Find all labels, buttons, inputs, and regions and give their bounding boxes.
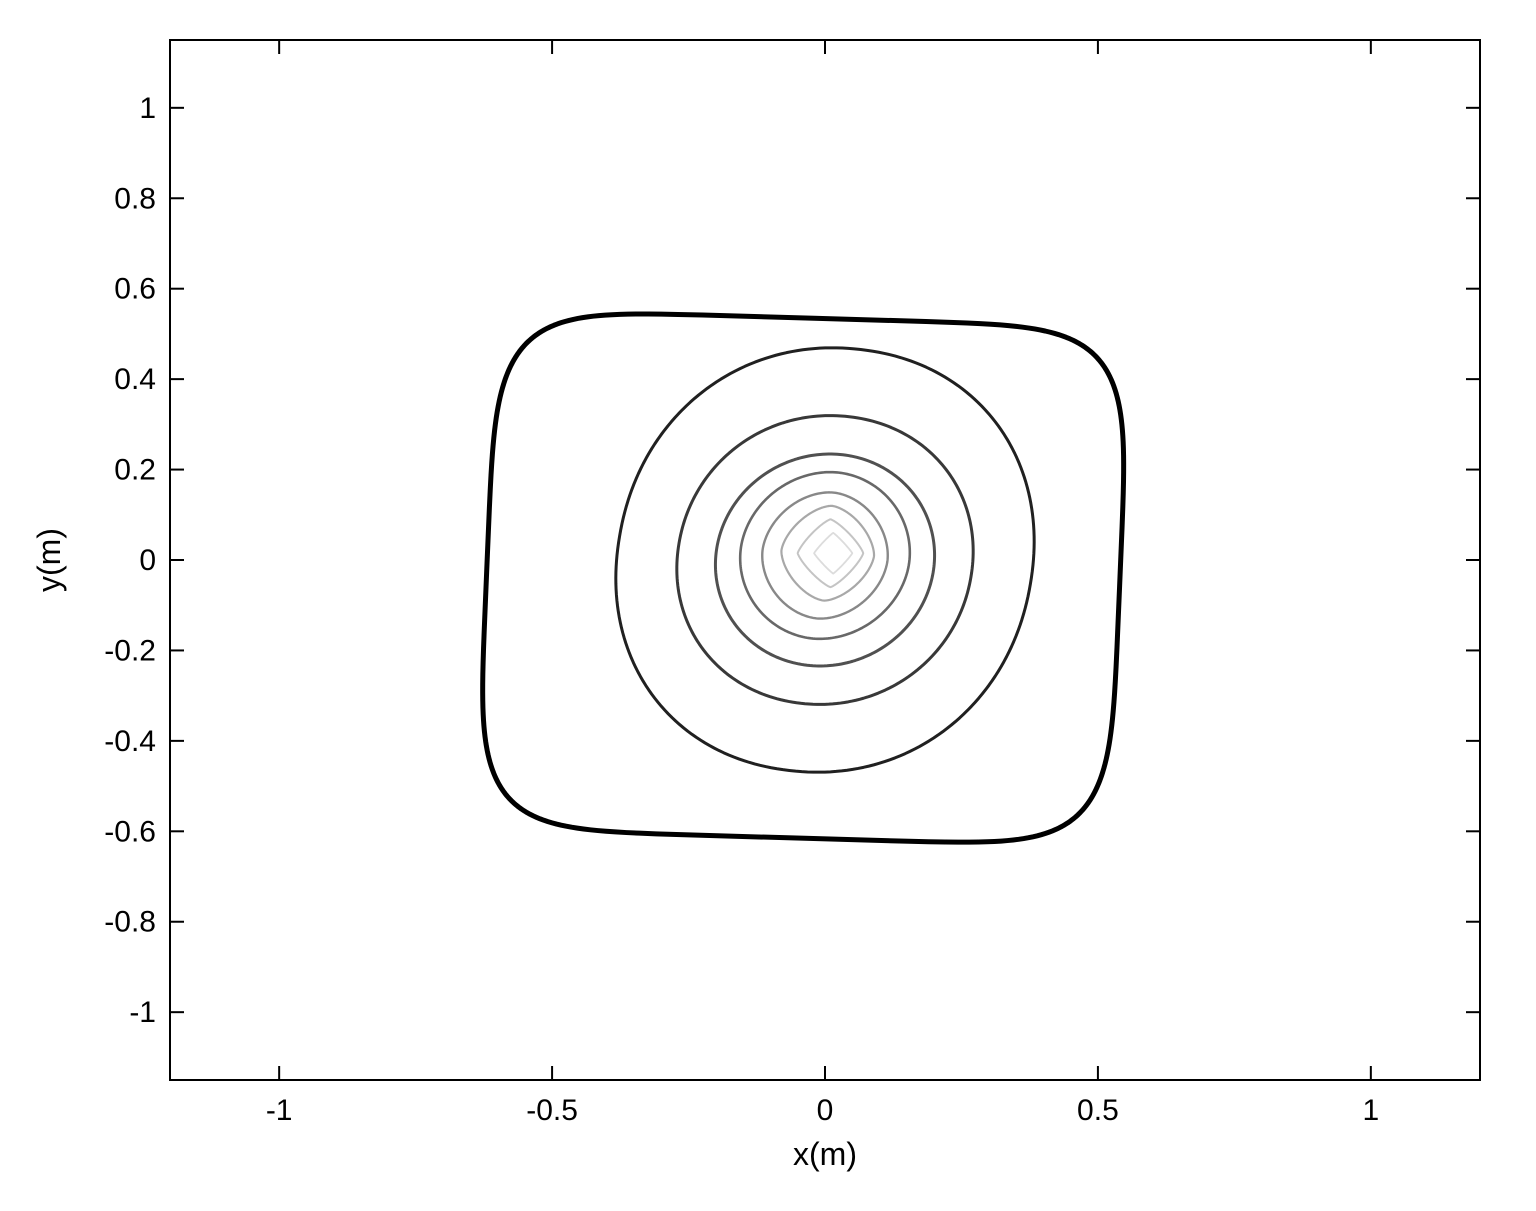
y-tick-label: 0.8 xyxy=(114,182,156,215)
y-tick-label: -0.6 xyxy=(104,815,156,848)
x-tick-label: -0.5 xyxy=(526,1094,578,1127)
y-tick-label: -0.8 xyxy=(104,906,156,939)
y-tick-label: 0.6 xyxy=(114,273,156,306)
y-tick-label: -1 xyxy=(129,996,156,1029)
x-tick-label: 0 xyxy=(817,1094,834,1127)
x-tick-label: 1 xyxy=(1362,1094,1379,1127)
axes-box xyxy=(170,40,1480,1080)
chart-container: { "chart": { "type": "contour", "canvas"… xyxy=(0,0,1536,1211)
y-tick-label: 0.2 xyxy=(114,454,156,487)
contour-plot: -1 -0.5 0 0.5 1 -1 -0.8 -0.6 -0.4 -0.2 0 0.2 0.4 0.6 0… xyxy=(0,0,1536,1211)
contour-level-3 xyxy=(677,416,973,705)
x-tick-label: -1 xyxy=(266,1094,293,1127)
x-tick-label: 0.5 xyxy=(1077,1094,1119,1127)
y-tick-label: -0.4 xyxy=(104,725,156,758)
contour-level-8 xyxy=(798,519,864,587)
y-tick-label: 0.4 xyxy=(114,363,156,396)
x-axis-label: x(m) xyxy=(793,1136,857,1172)
y-tick-label: 1 xyxy=(139,92,156,125)
contour-level-9 xyxy=(814,533,852,574)
contour-level-5 xyxy=(740,472,910,639)
y-tick-label: 0 xyxy=(139,544,156,577)
y-tick-label: -0.2 xyxy=(104,634,156,667)
contour-level-4 xyxy=(715,454,934,666)
contour-level-1 xyxy=(483,314,1124,842)
y-axis-label: y(m) xyxy=(31,528,67,592)
